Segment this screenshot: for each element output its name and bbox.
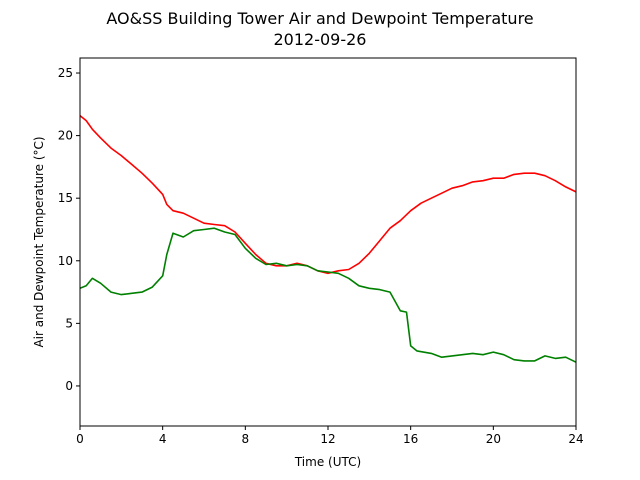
- series-line-1: [79, 114, 577, 275]
- y-tick-label: 10: [58, 254, 73, 268]
- chart-subtitle: 2012-09-26: [274, 30, 367, 49]
- x-axis-label: Time (UTC): [294, 455, 361, 469]
- chart-title: AO&SS Building Tower Air and Dewpoint Te…: [106, 9, 533, 28]
- y-tick-label: 15: [58, 191, 73, 205]
- x-tick-label: 20: [486, 432, 501, 446]
- x-tick-label: 8: [242, 432, 250, 446]
- y-axis-label: Air and Dewpoint Temperature (°C): [32, 136, 46, 347]
- y-axis: 0 5 10 15 20 25: [58, 66, 80, 393]
- y-tick-label: 0: [65, 379, 73, 393]
- x-tick-label: 16: [403, 432, 418, 446]
- x-tick-label: 12: [320, 432, 335, 446]
- y-tick-label: 5: [65, 316, 73, 330]
- y-tick-label: 20: [58, 129, 73, 143]
- plot-frame: [79, 57, 577, 427]
- x-tick-label: 24: [568, 432, 583, 446]
- y-tick-label: 25: [58, 66, 73, 80]
- x-tick-label: 0: [76, 432, 84, 446]
- series-line-2: [79, 227, 577, 363]
- x-axis: 0 4 8 12 16 20 24: [76, 426, 584, 446]
- plot-lines: [79, 114, 577, 363]
- x-tick-label: 4: [159, 432, 167, 446]
